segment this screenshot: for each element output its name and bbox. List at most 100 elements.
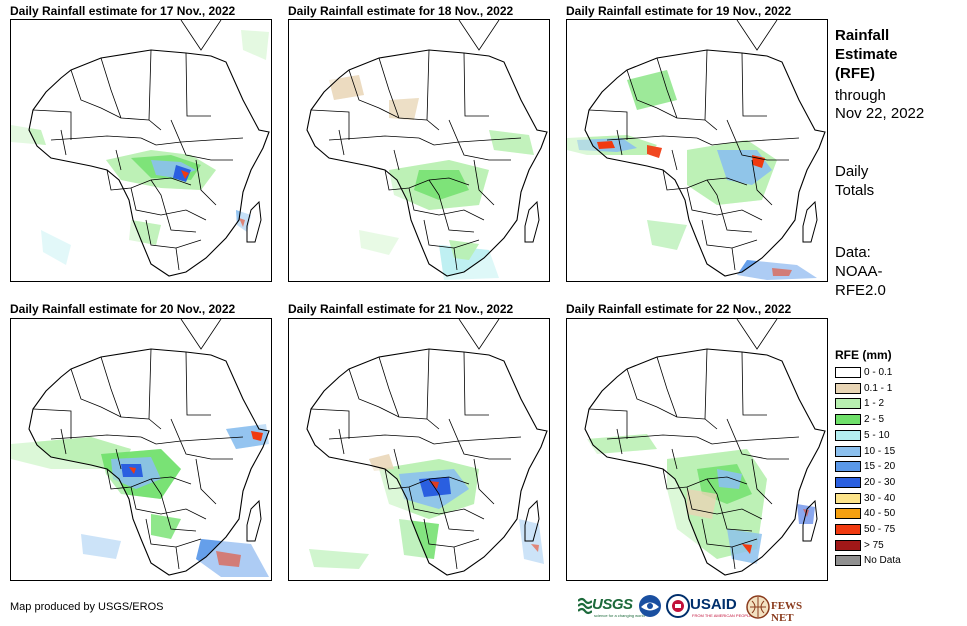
country-border [588,408,628,439]
sidebar-title: Rainfall Estimate (RFE) [835,26,898,83]
country-border [726,418,789,460]
country-border [70,368,122,418]
rainfall-area [752,155,765,168]
country-border [50,434,142,440]
rainfall-area-ocean [216,551,241,567]
country-border [656,356,706,420]
legend-label: 5 - 10 [864,429,890,441]
panel-title-6: Daily Rainfall estimate for 22 Nov., 202… [566,302,792,316]
country-border [701,219,758,249]
usgs-wave-icon [578,597,592,615]
rainfall-area-ocean [239,218,245,227]
middle-east-border [736,319,778,350]
rainfall-area-ocean [241,30,269,60]
country-border [731,546,736,570]
panel-title-4: Daily Rainfall estimate for 20 Nov., 202… [10,302,236,316]
legend-label: 30 - 40 [864,492,896,504]
legend-item: 50 - 75 [835,523,955,537]
legend-label: 50 - 75 [864,524,896,535]
country-border [195,159,217,206]
country-border [626,69,678,119]
country-border [626,368,678,418]
country-border [384,468,470,490]
rainfall-area [449,240,479,260]
country-border [393,149,400,171]
country-border [704,348,718,430]
country-border [616,129,623,156]
legend-item: 30 - 40 [835,492,955,506]
legend-item: 10 - 15 [835,445,955,459]
legend-swatch [835,382,861,394]
country-border [100,356,150,420]
middle-east-border [180,319,222,350]
legend-item: 5 - 10 [835,429,955,443]
country-border [150,478,197,532]
country-border [731,247,736,271]
daily-line2: Totals [835,182,875,199]
legend-label: 40 - 50 [864,508,896,520]
country-border [130,187,207,221]
country-border [328,434,420,440]
rainfall-area-ocean [309,549,369,569]
map-panel-6 [566,318,828,581]
africa-coastline [306,49,548,277]
country-border [751,458,773,505]
country-border [606,135,698,141]
legend-item: > 75 [835,539,955,553]
country-border [408,486,485,520]
middle-east-border [458,319,500,350]
madagascar-outline [524,200,540,243]
rainfall-area [329,75,364,100]
legend-swatch [835,476,861,488]
legend-item: 20 - 30 [835,476,955,490]
country-border [50,135,142,141]
rainfall-area [647,145,662,158]
country-border [32,109,72,140]
country-border [60,129,67,156]
middle-east-border [736,20,778,51]
country-border [378,356,428,420]
country-border [140,436,244,445]
legend-label: 20 - 30 [864,476,896,488]
through-label: through [835,87,886,104]
fews-wordmark: FEWS NET [771,600,803,624]
country-border [706,179,753,233]
country-border [428,179,475,233]
usgs-tagline: science for a changing world [594,613,645,618]
daily-line1: Daily [835,163,869,180]
legend-swatch [835,367,861,378]
country-border [671,448,678,470]
country-border [741,351,767,416]
map-panel-4 [10,318,272,581]
panel-title-1: Daily Rainfall estimate for 17 Nov., 202… [10,4,236,18]
country-border [348,69,400,119]
country-border [463,52,489,117]
usaid-tagline: FROM THE AMERICAN PEOPLE [692,613,752,618]
rainfall-area [181,170,189,179]
country-border [671,149,678,171]
rainfall-area-ocean [531,544,539,552]
country-border [751,159,773,206]
rainfall-area-ocean [359,230,399,255]
legend-item: 1 - 2 [835,397,955,411]
country-border [656,57,706,121]
panel-title-3: Daily Rainfall estimate for 19 Nov., 202… [566,4,792,18]
middle-east-border [180,20,222,51]
country-border [175,546,180,570]
country-border [140,137,244,146]
rainfall-area-ocean [647,220,687,250]
country-border [170,418,233,460]
country-border [384,169,470,191]
panel-title-5: Daily Rainfall estimate for 21 Nov., 202… [288,302,514,316]
country-border [423,518,480,548]
rainfall-area [717,469,742,489]
legend-swatch [835,429,861,441]
country-border [150,179,197,233]
legend-item: No Data [835,554,955,568]
map-panel-2 [288,19,550,282]
legend-label: 0.1 - 1 [864,382,893,394]
rainfall-area [742,544,752,554]
country-border [453,546,458,570]
madagascar-outline [246,200,262,243]
country-border [741,52,767,117]
